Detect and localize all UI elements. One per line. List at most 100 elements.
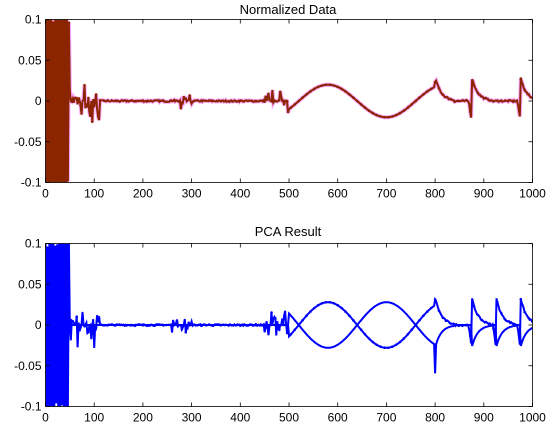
y-tick-label: 0 bbox=[35, 94, 42, 108]
x-tick-label: 600 bbox=[328, 187, 348, 201]
data-point bbox=[449, 322, 453, 325]
data-point bbox=[293, 103, 297, 106]
data-point bbox=[313, 306, 316, 310]
data-point bbox=[348, 314, 351, 318]
data-point bbox=[476, 313, 480, 317]
data-point bbox=[414, 323, 417, 327]
data-point bbox=[309, 310, 312, 313]
data-point bbox=[496, 301, 499, 304]
data-point bbox=[492, 327, 495, 331]
data-point bbox=[336, 85, 340, 89]
data-point bbox=[507, 320, 511, 323]
data-point bbox=[110, 99, 113, 102]
data-point bbox=[110, 323, 113, 326]
data-point bbox=[500, 311, 503, 315]
data-point bbox=[500, 99, 503, 102]
data-point bbox=[239, 324, 242, 328]
data-point bbox=[472, 305, 476, 308]
data-point bbox=[223, 100, 226, 103]
data-point bbox=[55, 244, 59, 247]
data-point bbox=[429, 87, 433, 91]
data-point bbox=[289, 333, 293, 336]
data-point bbox=[192, 100, 195, 103]
data-point bbox=[328, 301, 332, 304]
x-tick-label: 700 bbox=[376, 187, 396, 201]
y-tick-label: 0.1 bbox=[25, 237, 42, 251]
chart-title-normalized-data: Normalized Data bbox=[240, 2, 338, 17]
data-point bbox=[418, 319, 421, 322]
data-point bbox=[394, 343, 398, 347]
data-point bbox=[390, 345, 394, 349]
data-point bbox=[266, 326, 269, 330]
data-point bbox=[141, 323, 145, 327]
data-point bbox=[457, 324, 460, 328]
data-point bbox=[398, 111, 402, 115]
data-point bbox=[254, 323, 258, 326]
data-point bbox=[153, 99, 156, 102]
data-point bbox=[196, 99, 199, 102]
data-point bbox=[363, 333, 367, 336]
y-tick-labels-normalized-data: -0.1 -0.05 0 0.05 0.1 bbox=[14, 13, 533, 190]
subplot-pca-result: PCA Result -0.1 -0.05 0 0.05 0.1 0 100 200 300 4… bbox=[14, 224, 546, 425]
data-point bbox=[371, 111, 375, 115]
data-point bbox=[141, 99, 145, 102]
x-tick-label: 100 bbox=[84, 187, 104, 201]
data-point bbox=[235, 323, 238, 327]
data-point bbox=[523, 88, 526, 92]
data-point bbox=[118, 100, 121, 103]
data-point bbox=[465, 323, 468, 327]
y-tick-label: 0.1 bbox=[25, 13, 42, 27]
y-tick-label: 0 bbox=[35, 318, 42, 332]
data-point bbox=[211, 324, 215, 328]
data-point bbox=[114, 99, 117, 102]
data-point bbox=[106, 323, 110, 327]
data-point bbox=[126, 99, 129, 103]
data-point bbox=[270, 99, 273, 103]
x-tick-label: 0 bbox=[42, 411, 49, 425]
x-tick-label: 500 bbox=[279, 411, 299, 425]
data-point bbox=[402, 109, 406, 112]
data-point bbox=[355, 99, 359, 103]
data-point bbox=[52, 21, 55, 25]
data-point bbox=[305, 93, 308, 96]
data-point bbox=[165, 100, 168, 103]
data-point bbox=[79, 104, 82, 107]
data-point bbox=[94, 93, 98, 96]
data-point bbox=[184, 330, 188, 334]
data-point bbox=[344, 310, 347, 313]
data-point bbox=[215, 323, 219, 326]
data-point bbox=[149, 323, 152, 327]
data-point bbox=[461, 99, 464, 102]
data-point bbox=[375, 343, 379, 347]
data-point bbox=[496, 99, 499, 102]
data-point bbox=[515, 324, 519, 327]
data-point bbox=[235, 100, 238, 103]
data-point bbox=[106, 99, 110, 102]
data-point bbox=[246, 99, 250, 103]
data-point bbox=[266, 96, 269, 99]
data-point bbox=[270, 311, 273, 314]
data-point bbox=[344, 90, 347, 93]
data-point bbox=[176, 99, 180, 103]
x-tick-labels-pca-result: 0 100 200 300 400 500 600 700 800 900 1000 bbox=[42, 243, 546, 425]
data-point bbox=[274, 317, 277, 320]
data-point bbox=[278, 328, 281, 332]
data-point bbox=[426, 90, 429, 93]
data-point bbox=[219, 100, 223, 103]
x-tick-label: 1000 bbox=[519, 411, 546, 425]
data-point bbox=[274, 99, 277, 103]
data-point bbox=[281, 99, 285, 102]
data-point bbox=[492, 100, 495, 103]
data-point bbox=[441, 316, 445, 320]
y-tick-label: 0.05 bbox=[18, 277, 42, 291]
data-point bbox=[316, 303, 320, 307]
data-point bbox=[480, 318, 484, 322]
plot-area-normalized-data bbox=[45, 19, 533, 183]
data-point bbox=[301, 96, 304, 99]
y-tick-label: -0.1 bbox=[21, 176, 42, 190]
data-point bbox=[98, 99, 102, 102]
data-point bbox=[453, 100, 456, 103]
x-tick-label: 300 bbox=[182, 187, 202, 201]
data-point bbox=[157, 99, 160, 102]
